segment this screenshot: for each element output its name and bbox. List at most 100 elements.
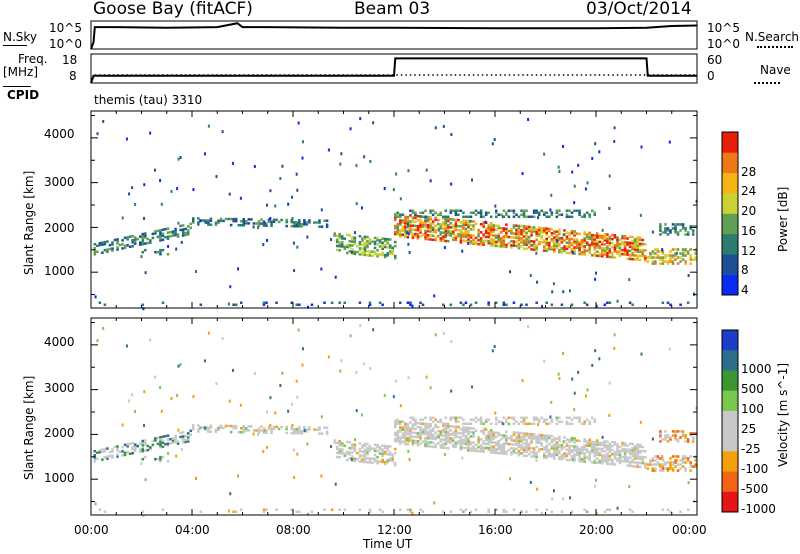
velocity-cell bbox=[441, 442, 445, 445]
power-cell bbox=[606, 253, 609, 256]
velocity-cell bbox=[409, 433, 412, 436]
velocity-cell bbox=[638, 465, 642, 469]
velocity-cell bbox=[348, 453, 352, 456]
power-cell bbox=[512, 242, 516, 245]
velocity-speck bbox=[616, 506, 619, 510]
velocity-cell bbox=[293, 427, 296, 431]
velocity-speck bbox=[287, 409, 290, 413]
velocity-speck bbox=[550, 400, 553, 404]
velocity-cell bbox=[411, 423, 415, 426]
velocity-cell bbox=[585, 442, 589, 445]
power-cell bbox=[593, 254, 596, 257]
power-speck bbox=[340, 152, 343, 156]
power-cell bbox=[363, 253, 367, 257]
velocity-cell bbox=[636, 453, 639, 456]
power-speck bbox=[291, 216, 294, 220]
velocity-cell bbox=[558, 445, 561, 449]
power-cell bbox=[366, 239, 369, 243]
power-cell bbox=[535, 246, 538, 250]
velocity-cell bbox=[621, 441, 624, 445]
velocity-cell bbox=[171, 437, 175, 440]
velocity-cell bbox=[482, 450, 485, 453]
power-cell bbox=[560, 247, 564, 250]
power-speck bbox=[239, 196, 242, 200]
velocity-cell bbox=[487, 508, 490, 512]
velocity-cell bbox=[310, 510, 314, 514]
velocity-cell bbox=[674, 455, 677, 458]
velocity-cell bbox=[366, 448, 369, 452]
power-cell bbox=[351, 240, 354, 243]
velocity-cell bbox=[459, 448, 463, 451]
velocity-speck bbox=[450, 340, 453, 344]
power-colorbar-segment bbox=[722, 193, 738, 214]
power-cell bbox=[386, 252, 389, 255]
power-cell bbox=[525, 247, 528, 251]
velocity-cell bbox=[550, 455, 554, 458]
velocity-cell bbox=[439, 444, 442, 447]
power-speck bbox=[320, 267, 323, 271]
velocity-cell bbox=[515, 420, 518, 424]
power-cell bbox=[439, 233, 442, 236]
power-cell bbox=[694, 252, 697, 255]
power-cell bbox=[492, 238, 495, 241]
velocity-cell bbox=[495, 441, 498, 445]
power-cell bbox=[515, 232, 518, 236]
velocity-cell bbox=[487, 510, 490, 514]
power-cell bbox=[487, 239, 490, 243]
velocity-speck bbox=[543, 359, 546, 363]
velocity-cell bbox=[532, 451, 536, 454]
velocity-cell bbox=[608, 454, 612, 458]
power-cell bbox=[487, 231, 490, 235]
velocity-cell bbox=[373, 447, 377, 451]
power-cell bbox=[351, 236, 354, 239]
power-cell bbox=[368, 301, 372, 305]
velocity-cell bbox=[361, 460, 364, 463]
power-speck bbox=[269, 189, 272, 193]
velocity-cell bbox=[421, 422, 425, 426]
velocity-cell bbox=[593, 418, 596, 422]
velocity-cell bbox=[671, 434, 675, 437]
velocity-speck bbox=[355, 371, 358, 375]
power-cell bbox=[495, 209, 498, 213]
velocity-cell bbox=[431, 429, 435, 432]
power-cell bbox=[520, 230, 523, 234]
velocity-cell bbox=[411, 431, 415, 434]
power-cell bbox=[313, 221, 316, 224]
velocity-cell bbox=[469, 441, 473, 444]
power-cell bbox=[424, 215, 427, 219]
power-cell bbox=[411, 211, 415, 215]
velocity-cell bbox=[366, 446, 369, 450]
velocity-cell bbox=[353, 445, 357, 449]
velocity-cell bbox=[580, 460, 584, 463]
power-cell bbox=[472, 228, 475, 231]
velocity-cell bbox=[507, 448, 511, 452]
power-cell bbox=[525, 239, 528, 243]
velocity-cell bbox=[366, 460, 369, 464]
velocity-speck bbox=[262, 450, 265, 454]
velocity-cell bbox=[654, 459, 657, 462]
power-cell bbox=[558, 209, 561, 213]
velocity-cell bbox=[515, 431, 518, 434]
power-cell bbox=[638, 254, 642, 258]
power-speck bbox=[551, 290, 554, 294]
power-cell bbox=[426, 235, 430, 239]
velocity-speck bbox=[429, 386, 432, 390]
power-cell bbox=[522, 239, 526, 242]
power-cell bbox=[401, 213, 405, 217]
velocity-cell bbox=[479, 448, 483, 451]
power-cell bbox=[111, 247, 114, 250]
power-cell bbox=[631, 245, 634, 249]
velocity-cell bbox=[394, 439, 397, 443]
power-cell bbox=[416, 234, 420, 238]
velocity-cell bbox=[482, 432, 485, 435]
velocity-cell bbox=[550, 438, 554, 442]
velocity-cell bbox=[447, 440, 450, 444]
velocity-cell bbox=[583, 446, 586, 449]
velocity-cell bbox=[454, 418, 458, 422]
power-cell bbox=[502, 303, 506, 307]
velocity-cell bbox=[454, 425, 458, 429]
power-speck bbox=[301, 140, 304, 144]
velocity-speck bbox=[154, 375, 157, 379]
velocity-cell bbox=[558, 435, 561, 439]
power-cell bbox=[373, 252, 377, 256]
